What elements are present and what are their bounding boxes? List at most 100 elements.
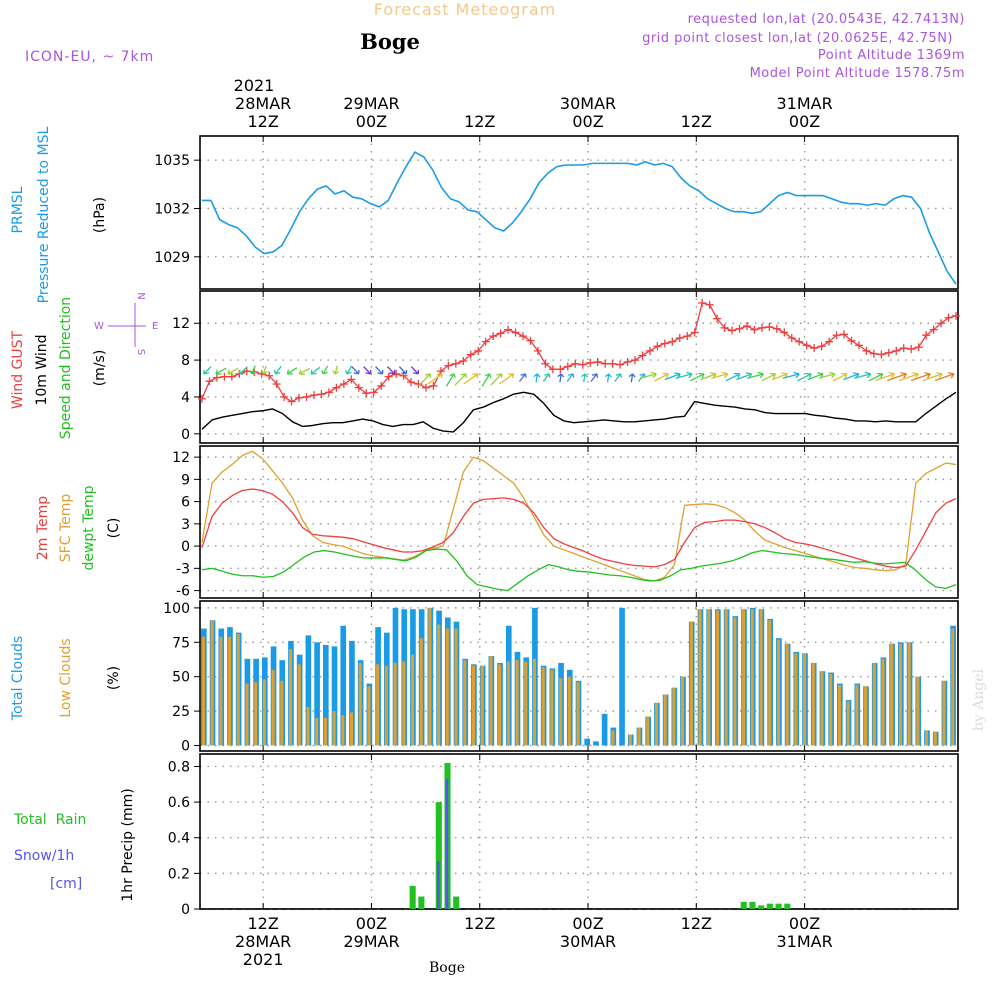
wind-arrow-head (604, 373, 612, 378)
cloud-bar-low (654, 702, 658, 746)
wind-arrow (664, 373, 681, 381)
panel-frame (199, 290, 959, 444)
cloud-bar-low (881, 658, 885, 746)
compass-icon: N S W E (94, 292, 158, 355)
wind-arrow (427, 373, 443, 385)
wind-arrow (934, 373, 955, 382)
cloud-bar-low (498, 664, 502, 746)
wind-arrow (262, 365, 267, 375)
wind-arrow (351, 366, 360, 375)
top-hour-label: 00Z (789, 112, 820, 131)
cloud-bar-total (314, 642, 320, 746)
wind-arrow-head (557, 373, 565, 378)
cloud-bar-low (402, 661, 406, 746)
wind-arrow-head (900, 372, 907, 379)
bottom-date-label: 31MAR (776, 932, 832, 951)
cloud-bar-low (715, 610, 719, 746)
cloud-bar-low (297, 664, 301, 746)
compass-s: S (135, 349, 146, 355)
wind-arrow-head (249, 370, 257, 375)
cloud-bar-low (742, 609, 746, 746)
wind-arrow (346, 365, 353, 375)
cloud-bar-low (341, 715, 345, 746)
cloud-bar-total (584, 738, 591, 746)
wind-arrow (239, 366, 248, 375)
cloud-bar-low (907, 642, 911, 746)
cloud-bar-low (506, 661, 510, 746)
cloud-bar-low (228, 636, 232, 746)
bottom-year-label: 2021 (243, 950, 284, 969)
cloud-bar-low (872, 662, 876, 746)
wind-arrow (807, 373, 824, 381)
model-altitude: Model Point Altitude 1578.75m (750, 66, 965, 81)
wind-arrow-head (332, 370, 340, 375)
y-tick-label: 0.2 (168, 866, 190, 882)
wind-arrow-head (698, 372, 705, 379)
y-tick-label: 0 (181, 427, 190, 443)
wind-arrow (398, 366, 407, 375)
wind-arrow (375, 366, 384, 375)
rain-bar (749, 901, 756, 909)
cloud-bar-low (776, 639, 780, 746)
wind-arrow (590, 373, 598, 382)
wind-arrow (606, 373, 610, 383)
rain-bar (418, 896, 425, 909)
bottom-date-label: 30MAR (560, 932, 616, 951)
wind-arrow (746, 373, 764, 379)
cloud-bar-low (550, 669, 554, 746)
wind-arrow-head (721, 371, 729, 379)
cloud-bar-low (480, 665, 484, 746)
wind-arrow-head (864, 371, 872, 379)
wind-arrow-head (215, 369, 222, 375)
wind-arrow (614, 373, 622, 382)
wind-arrow-head (286, 369, 293, 375)
cloud-bar-low (410, 654, 415, 746)
cloud-bar-low (672, 687, 676, 746)
wind-arrow-head (591, 373, 599, 378)
y-tick-label: 8 (181, 353, 190, 369)
gust-line (201, 302, 957, 403)
cloud-bar-total (601, 713, 608, 746)
cloud-bar-low (916, 676, 920, 746)
wind-arrow-head (260, 370, 268, 375)
wind-arrow (274, 365, 282, 375)
cloud-bar-low (489, 656, 493, 746)
cloud-bar-low (768, 620, 772, 746)
wind-arrow (490, 373, 503, 386)
wind-10m-label: 10m Wind (34, 334, 50, 405)
rain-bar (758, 905, 765, 909)
snow-unit: [cm] (50, 876, 82, 892)
cloud-unit: (%) (106, 666, 122, 690)
wind-arrow-head (581, 373, 589, 378)
wind-arrow (418, 373, 431, 386)
wind-arrow-head (888, 372, 896, 379)
wind-arrow-head (829, 371, 836, 379)
cloud-bar-low (358, 662, 362, 746)
panel-temperature: -6 -3 0 3 6 9 12 (172, 445, 959, 600)
wind-arrow (868, 373, 883, 382)
pressure-label-prmsl: PRMSL (10, 186, 26, 233)
wind-arrow-head (298, 369, 305, 375)
low-clouds-label: Low Clouds (58, 638, 74, 717)
cloud-bar-low (524, 661, 528, 746)
y-tick-label: 0 (181, 902, 190, 918)
y-tick-label: 25 (172, 704, 190, 720)
cloud-bar-low (951, 628, 955, 746)
top-date-label: 31MAR (776, 94, 832, 113)
sfc-temp-line (201, 450, 957, 582)
wind-arrow (310, 366, 321, 375)
wind-arrow (725, 373, 741, 382)
y-tick-label: 0 (181, 738, 190, 754)
y-tick-label: 0.6 (168, 795, 190, 811)
cloud-bar-low (315, 717, 319, 746)
cloud-bar-low (890, 643, 894, 746)
cloud-bar-low (576, 682, 580, 746)
pressure-label-long: Pressure Reduced to MSL (36, 126, 52, 303)
cloud-bar-low (898, 643, 902, 746)
wind-arrow (387, 366, 395, 375)
wind-arrow (843, 373, 859, 381)
cloud-bar-low (689, 621, 693, 746)
top-hour-label: 00Z (572, 112, 603, 131)
cloud-bar-low (376, 664, 380, 746)
wind-arrow (639, 373, 657, 379)
